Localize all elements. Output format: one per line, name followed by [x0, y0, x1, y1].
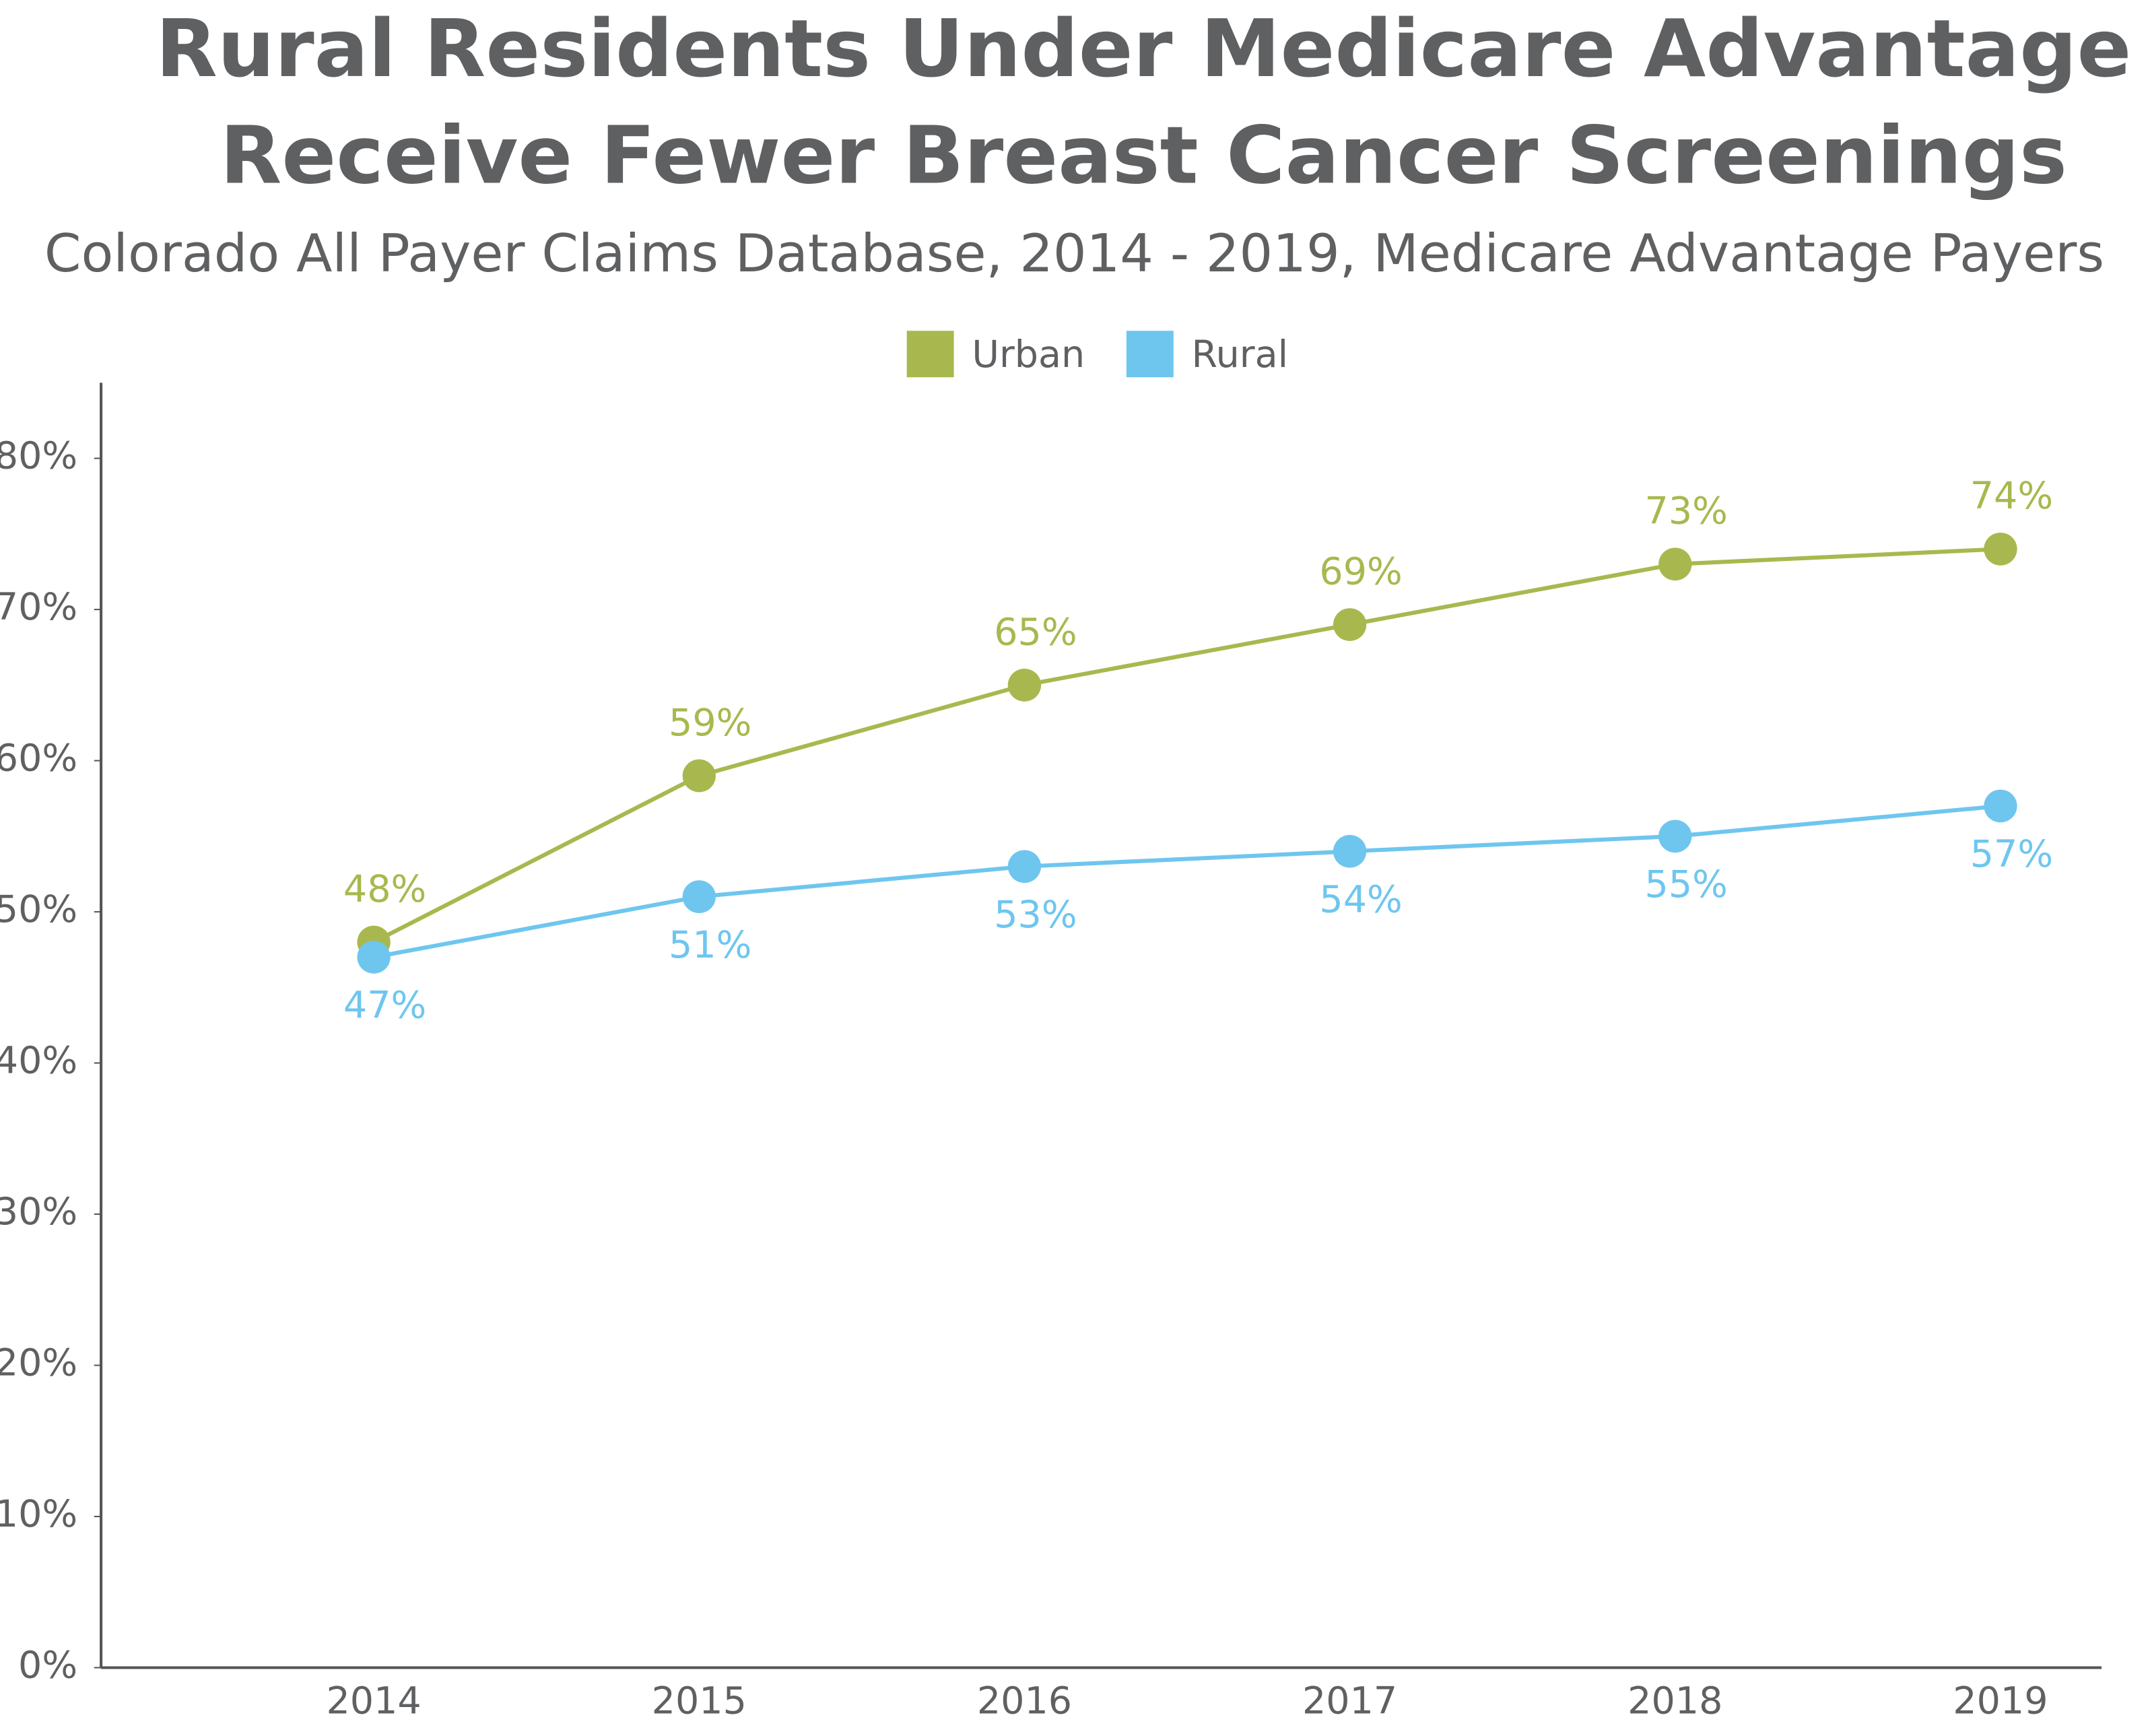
data-point: [682, 880, 716, 913]
data-point: [682, 759, 716, 793]
data-label: 53%: [994, 894, 1077, 937]
x-tick-label: 2014: [326, 1680, 421, 1723]
data-label: 57%: [1970, 833, 2053, 876]
data-point: [1658, 820, 1692, 853]
data-label: 51%: [669, 924, 751, 967]
x-tick-label: 2017: [1302, 1680, 1397, 1723]
data-point: [1984, 789, 2017, 823]
series-line: [372, 547, 2001, 944]
legend-label: Rural: [1192, 333, 1289, 376]
data-label: 55%: [1645, 863, 1728, 906]
data-label: 59%: [669, 702, 751, 745]
y-tick-label: 70%: [0, 586, 77, 629]
y-tick-label: 40%: [0, 1040, 77, 1083]
x-tick-label: 2018: [1627, 1680, 1722, 1723]
data-label: 65%: [994, 611, 1077, 655]
data-point: [1007, 668, 1042, 702]
data-point: [1333, 608, 1367, 641]
data-label: 74%: [1970, 475, 2053, 519]
series-line: [373, 803, 2001, 960]
x-tick-label: 2019: [1953, 1680, 2048, 1723]
data-label: 69%: [1319, 551, 1402, 594]
y-tick-label: 0%: [18, 1644, 77, 1688]
y-tick-label: 80%: [0, 435, 77, 478]
x-tick-label: 2016: [977, 1680, 1072, 1723]
data-point: [1007, 850, 1042, 883]
data-point: [357, 941, 391, 974]
chart-title: Rural Residents Under Medicare Advantage: [156, 3, 2131, 95]
data-label: 47%: [343, 984, 426, 1028]
y-tick-label: 10%: [0, 1493, 77, 1536]
legend-label: Urban: [972, 333, 1085, 376]
data-point: [1333, 834, 1367, 868]
y-tick-label: 60%: [0, 737, 77, 780]
y-tick-label: 20%: [0, 1342, 77, 1385]
y-tick-label: 50%: [0, 888, 77, 931]
chart-subtitle: Colorado All Payer Claims Database, 2014…: [44, 224, 2104, 283]
legend-swatch: [906, 331, 954, 378]
x-tick-label: 2015: [652, 1680, 747, 1723]
chart-title: Receive Fewer Breast Cancer Screenings: [220, 109, 2067, 201]
data-label: 54%: [1319, 879, 1402, 922]
data-label: 73%: [1645, 490, 1728, 533]
legend-swatch: [1126, 331, 1174, 378]
data-label: 48%: [343, 868, 426, 911]
data-point: [1658, 547, 1692, 581]
data-point: [1984, 532, 2017, 566]
y-tick-label: 30%: [0, 1191, 77, 1234]
